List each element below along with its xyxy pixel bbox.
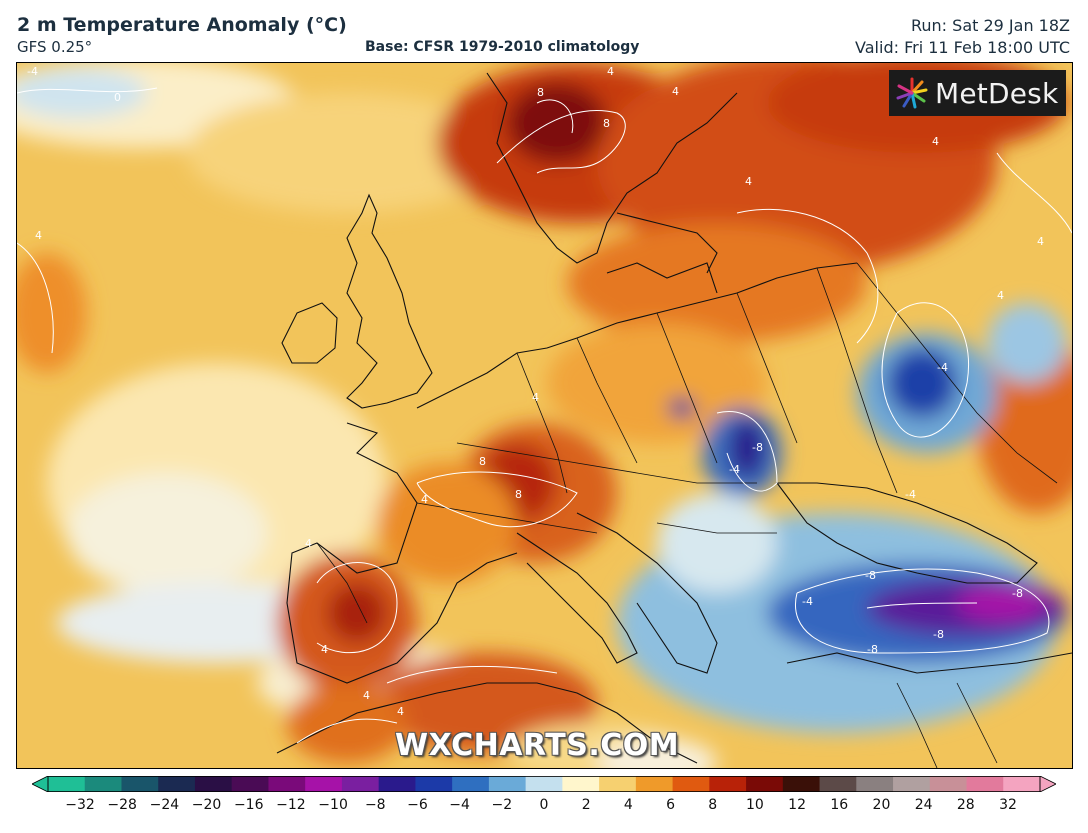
colorbar-tick-label: 2	[581, 797, 591, 813]
colorbar-swatch	[929, 776, 968, 792]
colorbar-tick-label: −10	[318, 797, 348, 813]
colorbar-swatch	[341, 776, 380, 792]
colorbar-tick-label: −2	[491, 797, 513, 813]
colorbar-tick-label: −28	[107, 797, 137, 813]
contour-label: 8	[603, 117, 610, 130]
contour-label: 4	[532, 391, 539, 404]
contour-label: -8	[867, 643, 878, 656]
colorbar-tick-label: −12	[276, 797, 306, 813]
contour-label: -4	[27, 65, 38, 78]
colorbar-swatch	[231, 776, 270, 792]
colorbar-swatch	[746, 776, 784, 792]
valid-time-label: Valid: Fri 11 Feb 18:00 UTC	[855, 38, 1070, 57]
anomaly-field	[17, 63, 1072, 768]
metdesk-logo: MetDesk	[889, 70, 1066, 116]
contour-label: 4	[321, 643, 328, 656]
contour-label: -4	[937, 361, 948, 374]
colorbar-swatch	[782, 776, 821, 792]
colorbar-swatch	[194, 776, 233, 792]
colorbar-swatch	[268, 776, 306, 792]
colorbar-tick-label: −8	[364, 797, 386, 813]
contour-label: 4	[745, 175, 752, 188]
colorbar-swatch	[121, 776, 159, 792]
colorbar-swatch	[305, 776, 343, 792]
chart-title: 2 m Temperature Anomaly (°C)	[17, 14, 347, 36]
contour-label: -4	[729, 463, 740, 476]
temperature-anomaly-map: -4 0 4 8 4 4 4 4 4 4 -4 -4 -8 -4 -8 -4 -…	[16, 62, 1073, 769]
contour-label: -4	[802, 595, 813, 608]
map-canvas: -4 0 4 8 4 4 4 4 4 4 -4 -4 -8 -4 -8 -4 -…	[17, 63, 1072, 768]
colorbar-swatch	[84, 776, 123, 792]
contour-label: -8	[1012, 587, 1023, 600]
metdesk-logo-text: MetDesk	[935, 76, 1059, 110]
contour-label: 4	[421, 493, 428, 506]
colorbar-tick-label: 4	[623, 797, 633, 813]
wxcharts-watermark: WXCHARTS.COM	[395, 728, 680, 763]
colorbar-swatch	[562, 776, 600, 792]
colorbar-swatch	[378, 776, 417, 792]
colorbar-swatch	[819, 776, 857, 792]
run-label: Run: Sat 29 Jan 18Z	[911, 16, 1070, 35]
colorbar-tick-label: −24	[149, 797, 180, 813]
colorbar-tick-label: −32	[65, 797, 95, 813]
colorbar-tick-label: 28	[956, 797, 975, 813]
colorbar-swatch	[635, 776, 674, 792]
contour-label: -8	[752, 441, 763, 454]
colorbar-tick-label: 24	[914, 797, 933, 813]
colorbar-tick-label: 16	[830, 797, 849, 813]
colorbar-swatch	[415, 776, 453, 792]
colorbar-swatch	[1003, 776, 1041, 792]
colorbar-tick-label: −16	[233, 797, 264, 813]
colorbar-tick-label: −20	[191, 797, 222, 813]
model-label: GFS 0.25°	[17, 38, 93, 56]
colorbar-swatch	[48, 776, 86, 792]
colorbar-tick-label: 20	[872, 797, 891, 813]
contour-label: 8	[515, 488, 522, 501]
colorbar-left-arrow	[32, 776, 49, 792]
contour-label: 4	[1037, 235, 1044, 248]
colorbar-swatch	[599, 776, 637, 792]
colorbar-tick-label: 6	[666, 797, 675, 813]
colorbar-tick-label: 12	[788, 797, 806, 813]
colorbar-swatch	[893, 776, 931, 792]
colorbar-tick-label: 8	[708, 797, 718, 813]
colorbar-swatch	[966, 776, 1004, 792]
contour-label: 8	[537, 86, 544, 99]
contour-label: 8	[479, 455, 486, 468]
contour-label: 4	[997, 289, 1004, 302]
colorbar-tick-label: −6	[407, 797, 428, 813]
colorbar-swatch	[488, 776, 527, 792]
colorbar-tick-label: 10	[745, 797, 764, 813]
contour-label: 4	[672, 85, 679, 98]
contour-label: 4	[35, 229, 42, 242]
contour-label: 4	[607, 65, 614, 78]
colorbar-tick-label: −4	[449, 797, 470, 813]
contour-label: 4	[932, 135, 939, 148]
contour-label: 4	[363, 689, 370, 702]
colorbar-swatch	[709, 776, 747, 792]
colorbar-swatch	[525, 776, 563, 792]
colorbar-swatch	[672, 776, 710, 792]
contour-label: -8	[865, 569, 876, 582]
colorbar-tick-label: 0	[539, 797, 549, 813]
contour-label: 4	[305, 537, 312, 550]
color-scale-bar	[32, 776, 1056, 792]
metdesk-sunburst-icon	[896, 77, 928, 109]
contour-label: -8	[933, 628, 944, 641]
contour-lines	[17, 87, 1072, 744]
colorbar-tick-label: 32	[999, 797, 1017, 813]
colorbar-swatch	[158, 776, 196, 792]
colorbar-swatch	[856, 776, 894, 792]
colorbar-swatch	[452, 776, 490, 792]
contour-label: 0	[114, 91, 121, 104]
colorbar-right-arrow	[1039, 776, 1056, 792]
contour-labels: -4 0 4 8 4 4 4 4 4 4 -4 -4 -8 -4 -8 -4 -…	[27, 65, 1044, 718]
climatology-base-label: Base: CFSR 1979-2010 climatology	[365, 39, 640, 55]
coastline-outlines	[276, 72, 1072, 768]
contour-label: 4	[397, 705, 404, 718]
contour-label: -4	[905, 488, 916, 501]
